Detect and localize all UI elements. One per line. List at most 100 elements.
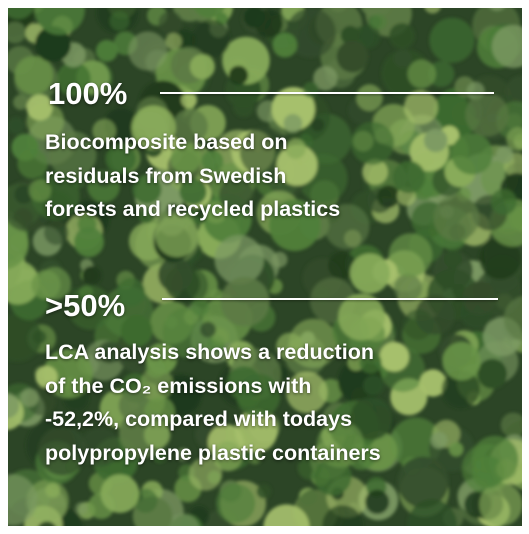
forest-background — [8, 8, 522, 526]
tree-crown — [377, 185, 400, 209]
tree-crown — [424, 8, 441, 14]
tree-crown — [201, 149, 224, 173]
tree-canopy — [8, 8, 522, 526]
tree-crown — [162, 307, 214, 358]
tree-crown — [38, 426, 88, 476]
text-line: forests and recycled plastics — [45, 197, 341, 221]
tree-crown — [403, 90, 438, 125]
tree-crown — [263, 504, 310, 526]
tree-crown — [423, 128, 448, 153]
stat-value: >50% — [45, 288, 126, 323]
tree-crown — [176, 448, 190, 462]
tree-crown — [496, 458, 517, 480]
tree-crown — [234, 409, 278, 453]
tree-crown — [479, 237, 521, 280]
tree-crown — [79, 285, 94, 299]
tree-crown — [43, 220, 69, 246]
tree-crown — [82, 266, 102, 285]
tree-crown — [158, 11, 183, 36]
tree-crown — [500, 412, 522, 438]
tree-crown — [145, 343, 178, 375]
tree-crown — [303, 81, 319, 98]
text-line: LCA analysis shows a reduction — [45, 340, 374, 364]
tree-crown — [407, 59, 437, 89]
tree-crown — [158, 257, 193, 293]
tree-crown — [105, 143, 136, 174]
tree-crown — [444, 250, 462, 269]
tree-crown — [350, 121, 395, 165]
tree-crown — [393, 49, 412, 68]
tree-crown — [324, 204, 370, 250]
tree-crown — [407, 499, 458, 526]
tree-crown — [356, 84, 383, 112]
tree-crown — [349, 253, 390, 294]
tree-crown — [128, 31, 168, 71]
tree-crown — [419, 369, 447, 397]
tree-crown — [155, 214, 199, 258]
tree-crown — [451, 133, 493, 175]
tree-crown — [144, 396, 176, 428]
tree-crown — [506, 127, 522, 152]
tree-crown — [170, 143, 202, 174]
tree-crown — [233, 95, 255, 118]
tree-crown — [285, 138, 306, 159]
tree-crown — [38, 267, 72, 300]
tree-crown — [73, 226, 104, 258]
tree-crown — [392, 160, 426, 194]
tree-crown — [365, 489, 390, 514]
tree-crown — [8, 474, 38, 526]
tree-crown — [14, 55, 54, 95]
tree-crown — [288, 318, 338, 368]
tree-crown — [43, 348, 93, 399]
tree-crown — [363, 375, 384, 396]
hero-image: 100% Biocomposite based on residuals fro… — [8, 8, 522, 526]
tree-crown — [133, 488, 158, 513]
tree-crown — [271, 87, 316, 131]
tree-crown — [132, 174, 162, 204]
tree-crown — [212, 441, 243, 472]
tree-crown — [336, 40, 369, 73]
tree-crown — [283, 114, 303, 133]
tree-crown — [338, 293, 385, 341]
tree-crown — [191, 19, 231, 58]
tree-crown — [316, 420, 364, 468]
tree-crown — [34, 26, 71, 63]
tree-crown — [9, 233, 29, 252]
tree-crown — [8, 117, 25, 135]
tree-crown — [33, 330, 47, 344]
tree-crown — [179, 178, 207, 206]
tree-crown — [189, 54, 215, 80]
tree-crown — [360, 8, 392, 18]
tree-crown — [38, 521, 56, 526]
tree-crown — [144, 421, 171, 449]
tree-crown — [452, 284, 467, 298]
tree-crown — [8, 21, 26, 44]
tree-crown — [286, 8, 336, 58]
tree-crown — [100, 474, 140, 513]
tree-crown — [362, 159, 388, 185]
tree-crown — [441, 370, 480, 409]
tree-crown — [505, 75, 522, 108]
tree-crown — [402, 309, 434, 340]
tree-crown — [165, 33, 182, 50]
tree-crown — [390, 417, 442, 469]
stat-value: 100% — [48, 76, 128, 111]
tree-crown — [370, 13, 387, 30]
tree-crown — [228, 65, 249, 85]
tree-crown — [20, 388, 39, 407]
tree-crown — [173, 108, 208, 144]
text-line: residuals from Swedish — [45, 163, 287, 188]
tree-crown — [397, 456, 449, 508]
tree-crown — [429, 17, 475, 63]
tree-crown — [276, 332, 304, 361]
tree-crown — [271, 251, 288, 268]
tree-crown — [11, 133, 39, 162]
tree-crown — [131, 105, 176, 150]
tree-crown — [8, 8, 34, 20]
tree-crown — [120, 314, 153, 347]
tree-crown — [8, 313, 42, 362]
divider — [162, 298, 498, 300]
text-line: of the CO₂ emissions with — [45, 373, 312, 398]
tree-crown — [140, 367, 174, 401]
